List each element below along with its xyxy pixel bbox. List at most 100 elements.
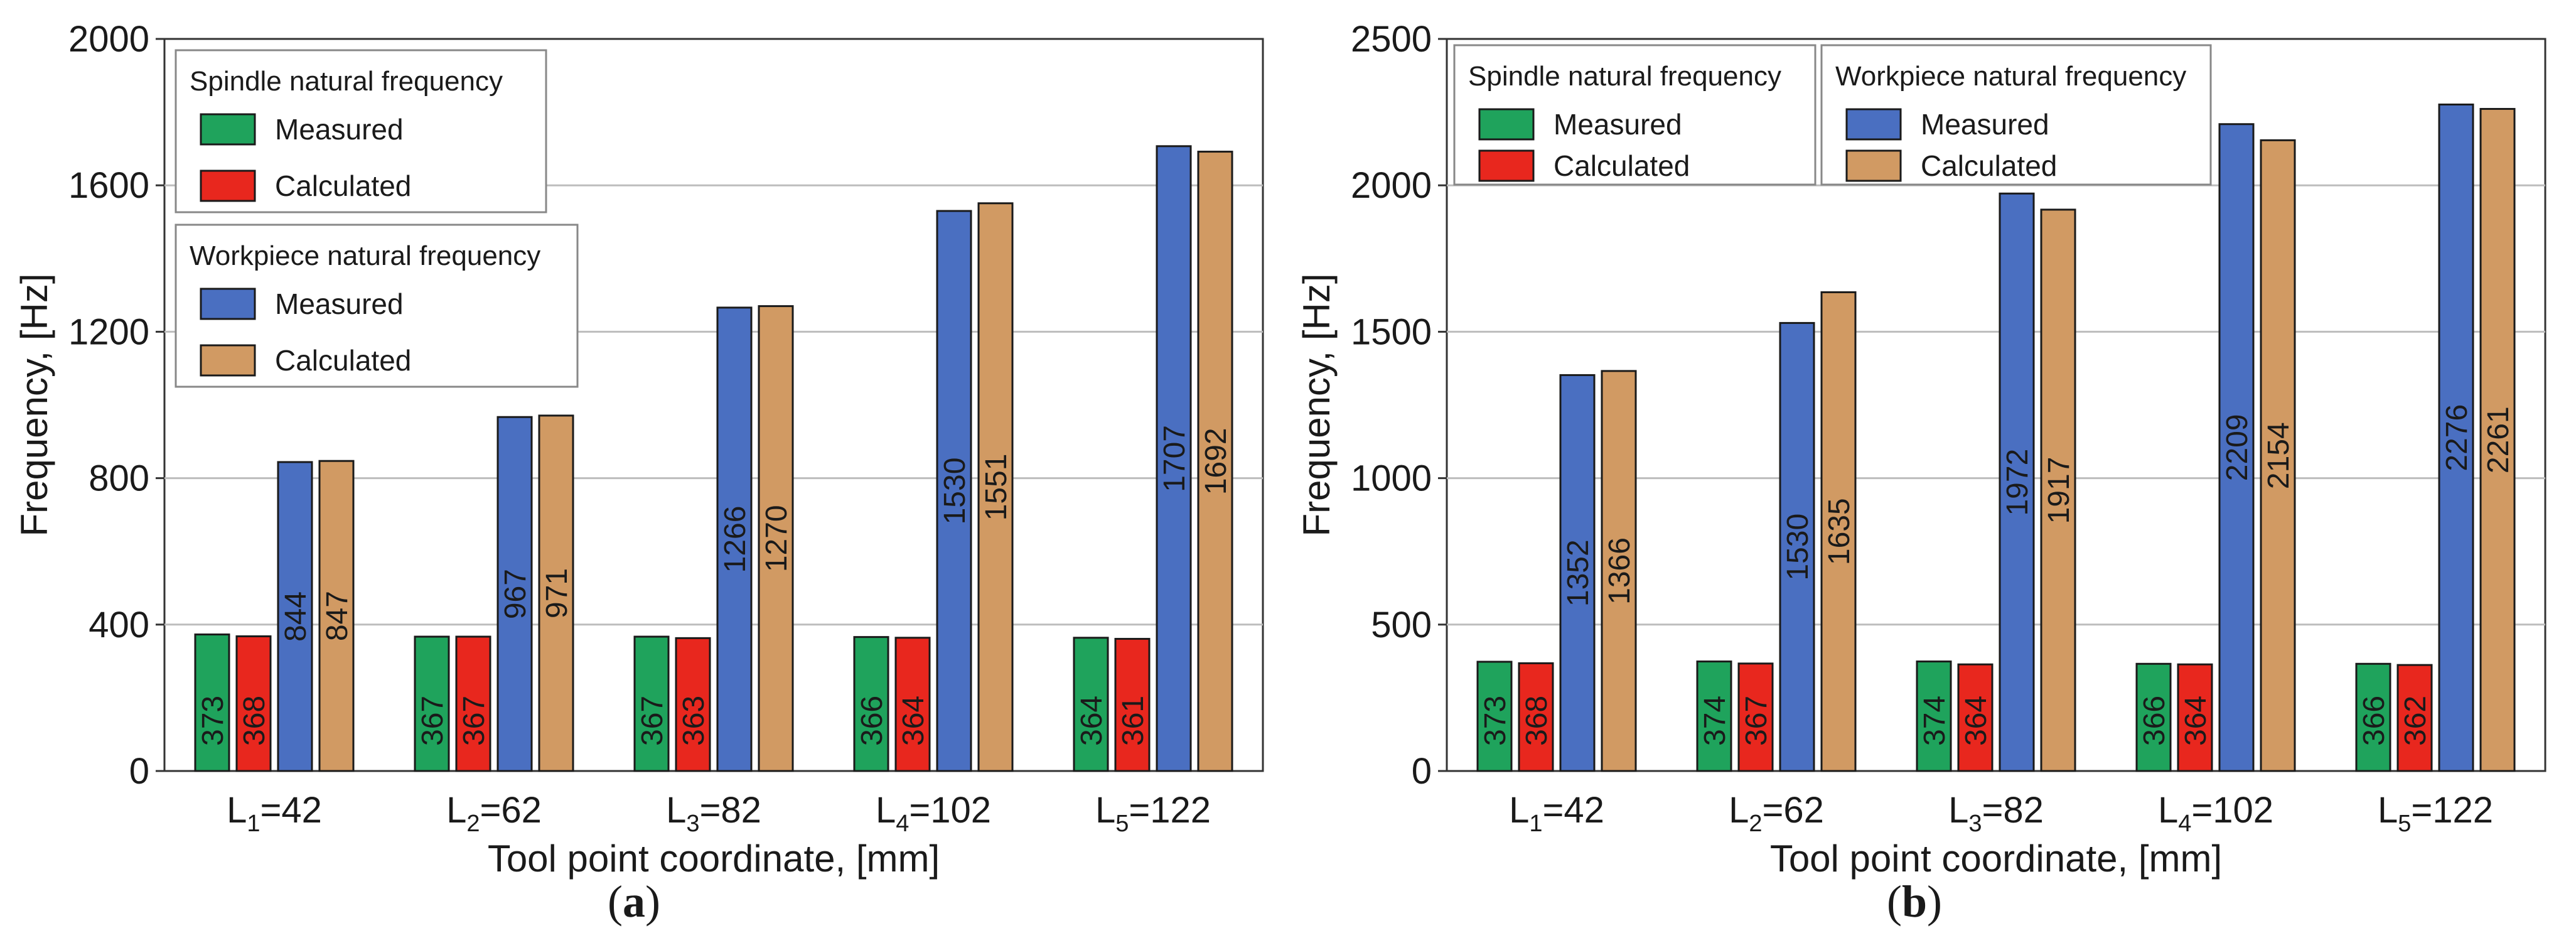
legend-swatch — [1845, 149, 1902, 182]
x-tick-label-base: L — [876, 790, 896, 831]
legend-title: Spindle natural frequency — [1468, 61, 1781, 92]
bar — [235, 635, 272, 772]
x-axis-title: Tool point coordinate, [mm] — [488, 838, 940, 880]
bar-value-label: 967 — [499, 569, 532, 619]
panel-label-close: ) — [1927, 876, 1942, 927]
bar — [1820, 291, 1857, 772]
panel-label-letter: b — [1902, 876, 1927, 927]
x-tick-label-subscript: 1 — [1529, 811, 1542, 837]
x-tick-label-base: L — [2378, 790, 2398, 831]
bar-value-label: 362 — [2399, 696, 2432, 746]
panel-label-letter: a — [623, 876, 645, 927]
bar — [2260, 139, 2296, 772]
bar — [758, 305, 794, 772]
x-tick-label-subscript: 3 — [1968, 811, 1982, 837]
bar — [1737, 662, 1774, 772]
legend-label: Measured — [1921, 108, 2049, 141]
y-tick-label: 1200 — [68, 311, 149, 352]
bar — [1601, 370, 1637, 772]
bar — [1518, 662, 1554, 772]
bar-value-label: 1635 — [1823, 498, 1856, 565]
panel-label-close: ) — [645, 876, 660, 927]
bar — [414, 635, 450, 772]
bar-value-label: 367 — [636, 696, 669, 746]
bar-value-label: 2209 — [2221, 414, 2254, 481]
bar-value-label: 1366 — [1603, 537, 1636, 605]
bar — [194, 633, 230, 772]
legend-label: Measured — [1554, 108, 1682, 141]
panel-label-open: ( — [1887, 876, 1902, 927]
bar — [1957, 663, 1994, 772]
bar-value-label: 367 — [1740, 696, 1773, 746]
x-tick-label-subscript: 5 — [1115, 811, 1129, 837]
y-tick-label: 800 — [89, 458, 149, 499]
bar — [633, 635, 670, 772]
bar-value-label: 1270 — [760, 505, 793, 572]
bar — [1114, 638, 1151, 772]
bar — [2218, 123, 2255, 772]
x-tick-label-subscript: 1 — [247, 811, 260, 837]
bar-value-label: 364 — [1960, 696, 1993, 746]
legend-swatch — [200, 344, 256, 377]
bar — [496, 416, 533, 772]
bar-value-label: 364 — [897, 696, 930, 746]
bar — [1073, 637, 1109, 772]
bar — [2177, 663, 2213, 772]
panel-label: (a) — [608, 876, 660, 927]
bar-value-label: 366 — [2358, 696, 2391, 746]
y-axis-title: Frequency, [Hz] — [13, 273, 55, 536]
bar-value-label: 1352 — [1562, 539, 1595, 606]
legend-box: Workpiece natural frequency Measured Calcu… — [1820, 44, 2212, 186]
bar — [2396, 664, 2433, 772]
bar — [977, 202, 1014, 772]
bar-value-label: 373 — [196, 696, 230, 746]
bar — [1916, 660, 1952, 772]
x-tick-label-subscript: 2 — [466, 811, 480, 837]
bar-value-label: 2154 — [2262, 422, 2295, 489]
legend-title: Spindle natural frequency — [190, 66, 503, 97]
bar-value-label: 844 — [279, 591, 313, 642]
bar-value-label: 1530 — [938, 458, 972, 525]
x-tick-label-subscript: 2 — [1749, 811, 1762, 837]
legend-swatch — [1478, 149, 1535, 182]
x-axis-title: Tool point coordinate, [mm] — [1770, 838, 2222, 880]
bar-value-label: 368 — [238, 696, 271, 746]
bar-value-label: 361 — [1117, 696, 1150, 746]
bar-value-label: 368 — [1520, 696, 1554, 746]
y-tick-label: 0 — [129, 751, 149, 792]
y-tick-label: 2000 — [1351, 165, 1432, 206]
bar — [2438, 103, 2474, 772]
bar-value-label: 847 — [321, 591, 354, 641]
y-axis-title: Frequency, [Hz] — [1296, 273, 1338, 536]
bar — [1779, 321, 1815, 772]
bar — [716, 306, 753, 772]
bar — [2355, 662, 2391, 772]
x-tick-label-base: L — [1729, 790, 1749, 831]
x-tick-label: L2=62 — [446, 790, 542, 837]
x-tick-label-value: =102 — [2191, 790, 2273, 831]
bar — [2040, 208, 2076, 772]
legend-label: Calculated — [275, 170, 411, 202]
x-tick-label-subscript: 5 — [2398, 811, 2411, 837]
bar — [936, 210, 972, 772]
legend-swatch — [1845, 108, 1902, 141]
y-tick-label: 1500 — [1351, 311, 1432, 352]
bar-value-label: 374 — [1699, 696, 1732, 746]
bar — [277, 461, 313, 772]
legend-title: Workpiece natural frequency — [190, 240, 540, 271]
bar-value-label: 373 — [1479, 696, 1512, 746]
x-tick-label: L4=102 — [2158, 790, 2273, 837]
bar — [1476, 660, 1513, 772]
bar-value-label: 1266 — [719, 506, 752, 573]
bar — [318, 460, 355, 772]
x-tick-label: L5=122 — [2378, 790, 2493, 837]
x-tick-label: L5=122 — [1095, 790, 1211, 837]
bar-value-label: 364 — [1075, 696, 1108, 746]
x-tick-label-base: L — [666, 790, 686, 831]
bar — [675, 637, 711, 772]
bar — [1197, 151, 1233, 772]
x-tick-label-value: =122 — [1129, 790, 1211, 831]
x-tick-label: L3=82 — [1948, 790, 2044, 837]
